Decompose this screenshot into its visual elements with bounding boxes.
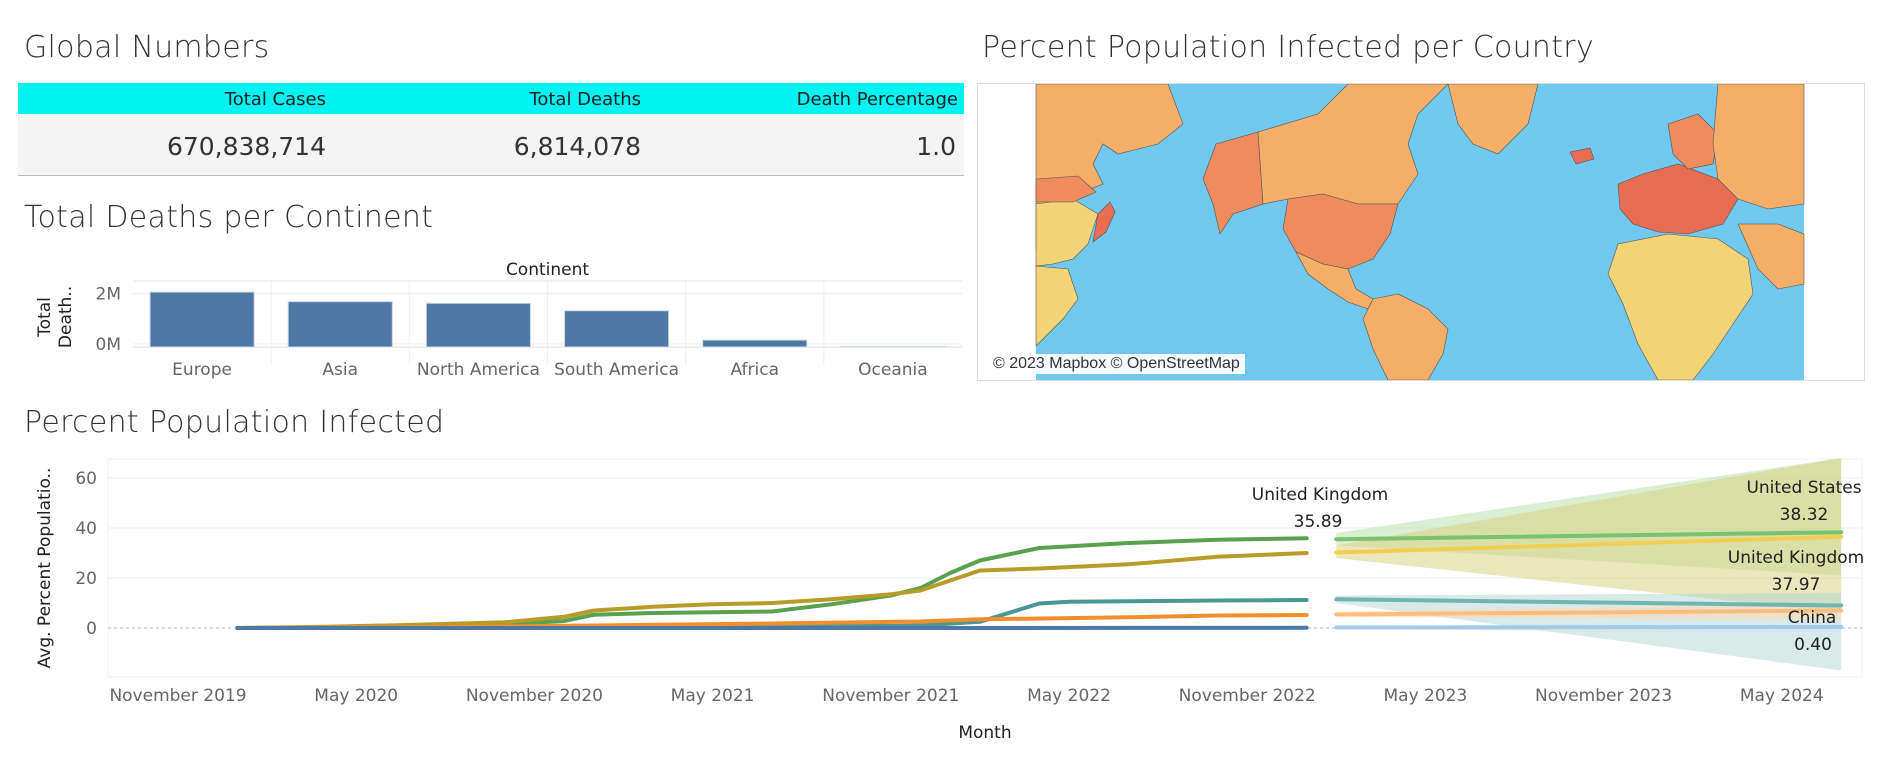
line-x-tick: May 2022 (1027, 686, 1111, 706)
africa-landmass[interactable] (1607, 233, 1754, 380)
annotation-name: China (1788, 608, 1837, 628)
line-x-tick: November 2022 (1179, 686, 1316, 706)
japan-landmass[interactable] (1092, 201, 1116, 243)
annotation-name: United Kingdom (1252, 485, 1388, 505)
annotation-name: United States (1746, 478, 1861, 498)
annotation-value: 0.40 (1794, 635, 1832, 655)
infected-chart-title: Percent Population Infected (24, 405, 445, 440)
map-canvas (1035, 84, 1805, 380)
bar-oceania (840, 345, 946, 348)
line-x-tick: November 2021 (822, 686, 959, 706)
line-x-tick: May 2024 (1740, 686, 1824, 706)
line-x-tick: May 2020 (314, 686, 398, 706)
china-landmass[interactable] (1035, 198, 1099, 267)
total-cases-value: 670,838,714 (166, 132, 326, 161)
iceland-landmass[interactable] (1569, 147, 1595, 165)
global-numbers-header-row: Total Cases Total Deaths Death Percentag… (18, 83, 964, 114)
bar-north-america (425, 302, 532, 348)
line-y-tick: 20 (75, 569, 97, 589)
southeast-asia-landmass[interactable] (1035, 265, 1079, 347)
map-title: Percent Population Infected per Country (982, 30, 1594, 65)
total-cases-header: Total Cases (224, 89, 326, 110)
forecast-line (1334, 625, 1844, 630)
bar-category-label: Oceania (858, 360, 928, 380)
annotation-value: 35.89 (1294, 512, 1343, 532)
forecast-line (1334, 608, 1844, 617)
bar-y-axis-label: TotalDeath.. (35, 286, 76, 348)
bar-y-tick: 0M (96, 335, 121, 355)
line-y-tick: 40 (75, 519, 97, 539)
bar-y-tick: 2M (96, 285, 121, 305)
line-x-tick: May 2021 (671, 686, 755, 706)
south-america-landmass[interactable] (1362, 293, 1449, 380)
bar-south-america (564, 310, 670, 348)
line-x-tick: November 2023 (1535, 686, 1672, 706)
total-deaths-header: Total Deaths (529, 89, 641, 110)
continent-column-header: Continent (506, 260, 589, 280)
line-y-tick: 60 (75, 469, 97, 489)
series-line (235, 551, 1309, 630)
forecast-line (1334, 534, 1844, 555)
line-x-tick: November 2020 (466, 686, 603, 706)
bar-category-label: South America (554, 360, 679, 380)
continent-chart-title: Total Deaths per Continent (24, 200, 434, 235)
annotation-value: 38.32 (1780, 505, 1829, 525)
line-x-tick: May 2023 (1383, 686, 1467, 706)
bar-asia (287, 301, 393, 348)
bar-africa (702, 339, 808, 348)
line-y-axis-label: Avg. Percent Populatio.. (35, 468, 55, 669)
map-attribution[interactable]: © 2023 Mapbox © OpenStreetMap (988, 354, 1245, 374)
scandinavia-landmass[interactable] (1667, 113, 1719, 170)
bar-category-label: Europe (172, 360, 232, 380)
greenland-landmass[interactable] (1447, 84, 1539, 155)
global-numbers-title: Global Numbers (24, 30, 270, 65)
united-states-landmass[interactable] (1282, 193, 1399, 270)
infected-line-chart: 0 20 40 60 Avg. Percent Populatio.. November … (35, 458, 1864, 743)
line-x-tick: November 2019 (109, 686, 246, 706)
line-x-axis-label: Month (958, 723, 1011, 743)
mongolia-landmass[interactable] (1035, 175, 1097, 203)
total-deaths-value: 6,814,078 (513, 132, 641, 161)
bar-y-axis-label-part: Total (35, 297, 55, 338)
bar-category-label: Asia (322, 360, 358, 380)
bar-y-axis-label-part: Death.. (56, 286, 76, 348)
line-plot-frame (107, 458, 1863, 678)
annotation-name: United Kingdom (1728, 548, 1864, 568)
bar-category-label: Africa (731, 360, 780, 380)
infection-map[interactable]: © 2023 Mapbox © OpenStreetMap (977, 83, 1865, 381)
middle-east-landmass[interactable] (1737, 223, 1805, 290)
death-percentage-header: Death Percentage (796, 89, 958, 110)
series-line (235, 536, 1309, 630)
continent-bar-chart: Continent 0M 2M TotalDeath.. Europe Asia North… (35, 260, 962, 380)
bar-category-label: North America (417, 360, 540, 380)
forecast-line (1334, 530, 1844, 542)
europe-landmass[interactable] (1617, 163, 1739, 235)
russia-landmass[interactable] (1712, 84, 1805, 210)
line-y-tick: 0 (86, 619, 97, 639)
forecast-line (1334, 597, 1844, 608)
bar-europe (149, 291, 255, 348)
global-numbers-value-row: 670,838,714 6,814,078 1.0 (18, 114, 964, 176)
annotation-value: 37.97 (1772, 575, 1821, 595)
death-percentage-value: 1.0 (916, 132, 956, 161)
global-numbers-table: Total Cases Total Deaths Death Percentag… (18, 83, 964, 176)
